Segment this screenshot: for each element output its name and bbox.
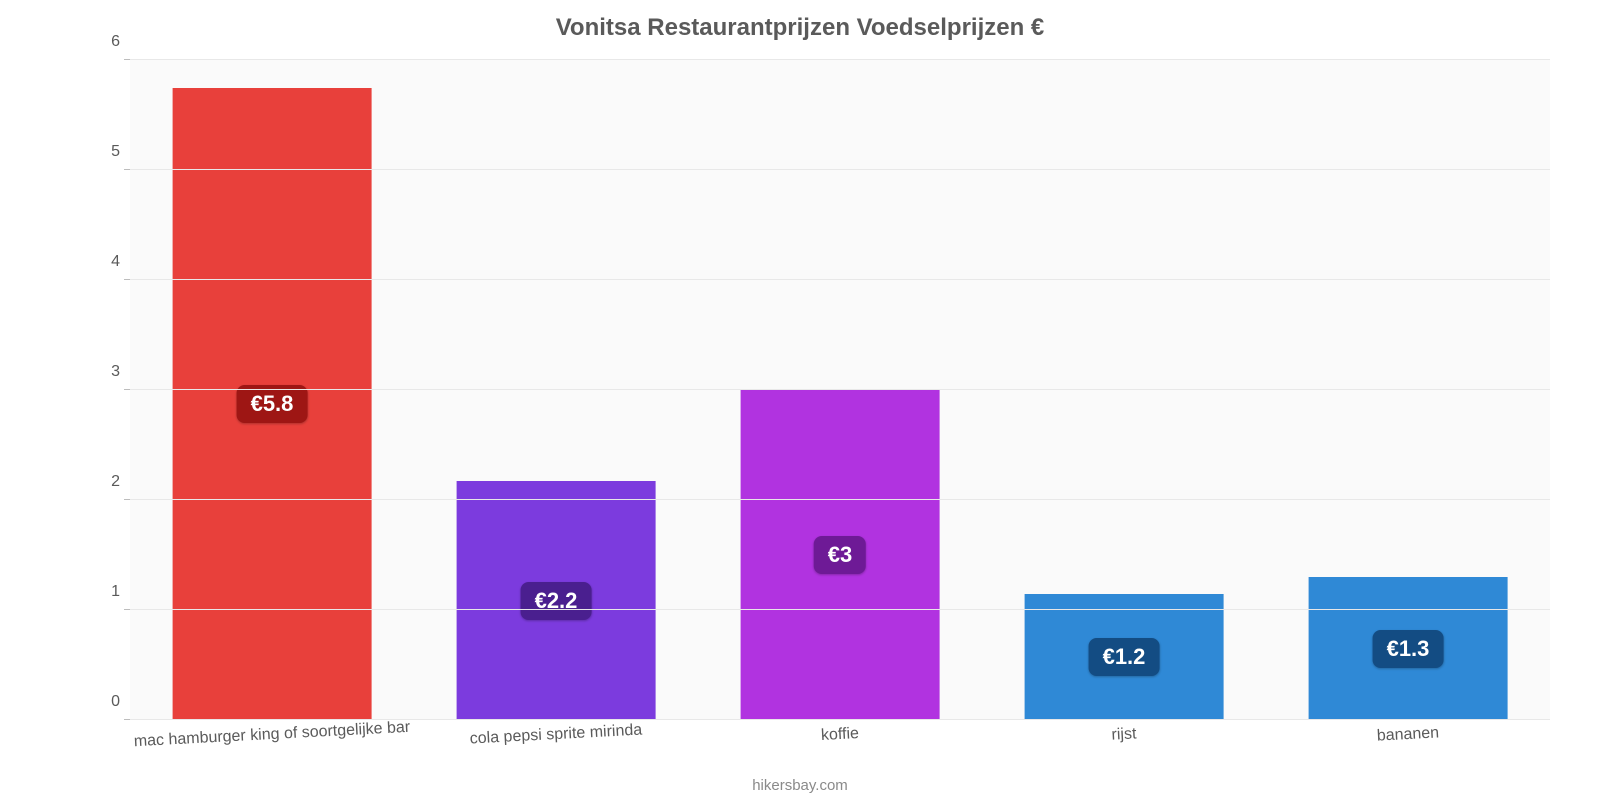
attribution-text: hikersbay.com — [0, 777, 1600, 794]
y-tick-mark — [124, 169, 130, 170]
y-tick-mark — [124, 609, 130, 610]
x-axis-label: rijst — [1111, 725, 1137, 744]
x-label-slot: koffie — [698, 720, 982, 760]
x-label-slot: cola pepsi sprite mirinda — [414, 720, 698, 760]
bars-container: €5.8 €2.2 €3 €1.2 €1.3 — [130, 60, 1550, 720]
y-tick-label: 4 — [111, 253, 130, 271]
x-label-slot: mac hamburger king of soortgelijke bar — [130, 720, 414, 760]
value-badge: €2.2 — [521, 582, 592, 620]
x-axis-label: bananen — [1376, 724, 1439, 745]
grid-line — [130, 389, 1550, 390]
x-axis-label: koffie — [821, 725, 860, 745]
y-tick-label: 5 — [111, 143, 130, 161]
value-badge: €3 — [814, 536, 866, 574]
bar-slot: €5.8 — [130, 60, 414, 720]
y-tick-mark — [124, 389, 130, 390]
y-tick-label: 6 — [111, 33, 130, 51]
grid-line — [130, 499, 1550, 500]
chart-title: Vonitsa Restaurantprijzen Voedselprijzen… — [0, 14, 1600, 42]
bar-slot: €3 — [698, 60, 982, 720]
price-bar-chart: Vonitsa Restaurantprijzen Voedselprijzen… — [0, 0, 1600, 800]
y-tick-mark — [124, 279, 130, 280]
value-badge: €1.3 — [1373, 630, 1444, 668]
y-tick-label: 2 — [111, 473, 130, 491]
y-tick-mark — [124, 59, 130, 60]
x-axis-label: mac hamburger king of soortgelijke bar — [133, 719, 410, 751]
value-badge: €5.8 — [237, 385, 308, 423]
x-label-slot: rijst — [982, 720, 1266, 760]
grid-line — [130, 279, 1550, 280]
grid-line — [130, 609, 1550, 610]
plot-area: €5.8€2.2€3€1.2€1.3 0123456 — [130, 60, 1550, 720]
value-badge: €1.2 — [1089, 638, 1160, 676]
y-tick-label: 3 — [111, 363, 130, 381]
grid-line — [130, 169, 1550, 170]
grid-line — [130, 59, 1550, 60]
x-label-slot: bananen — [1266, 720, 1550, 760]
x-axis-label: cola pepsi sprite mirinda — [469, 721, 642, 748]
y-tick-label: 0 — [111, 693, 130, 711]
bar-slot: €1.2 — [982, 60, 1266, 720]
bar-slot: €2.2 — [414, 60, 698, 720]
y-tick-label: 1 — [111, 583, 130, 601]
bar-slot: €1.3 — [1266, 60, 1550, 720]
x-axis-labels: mac hamburger king of soortgelijke bar co… — [130, 720, 1550, 760]
y-tick-mark — [124, 499, 130, 500]
